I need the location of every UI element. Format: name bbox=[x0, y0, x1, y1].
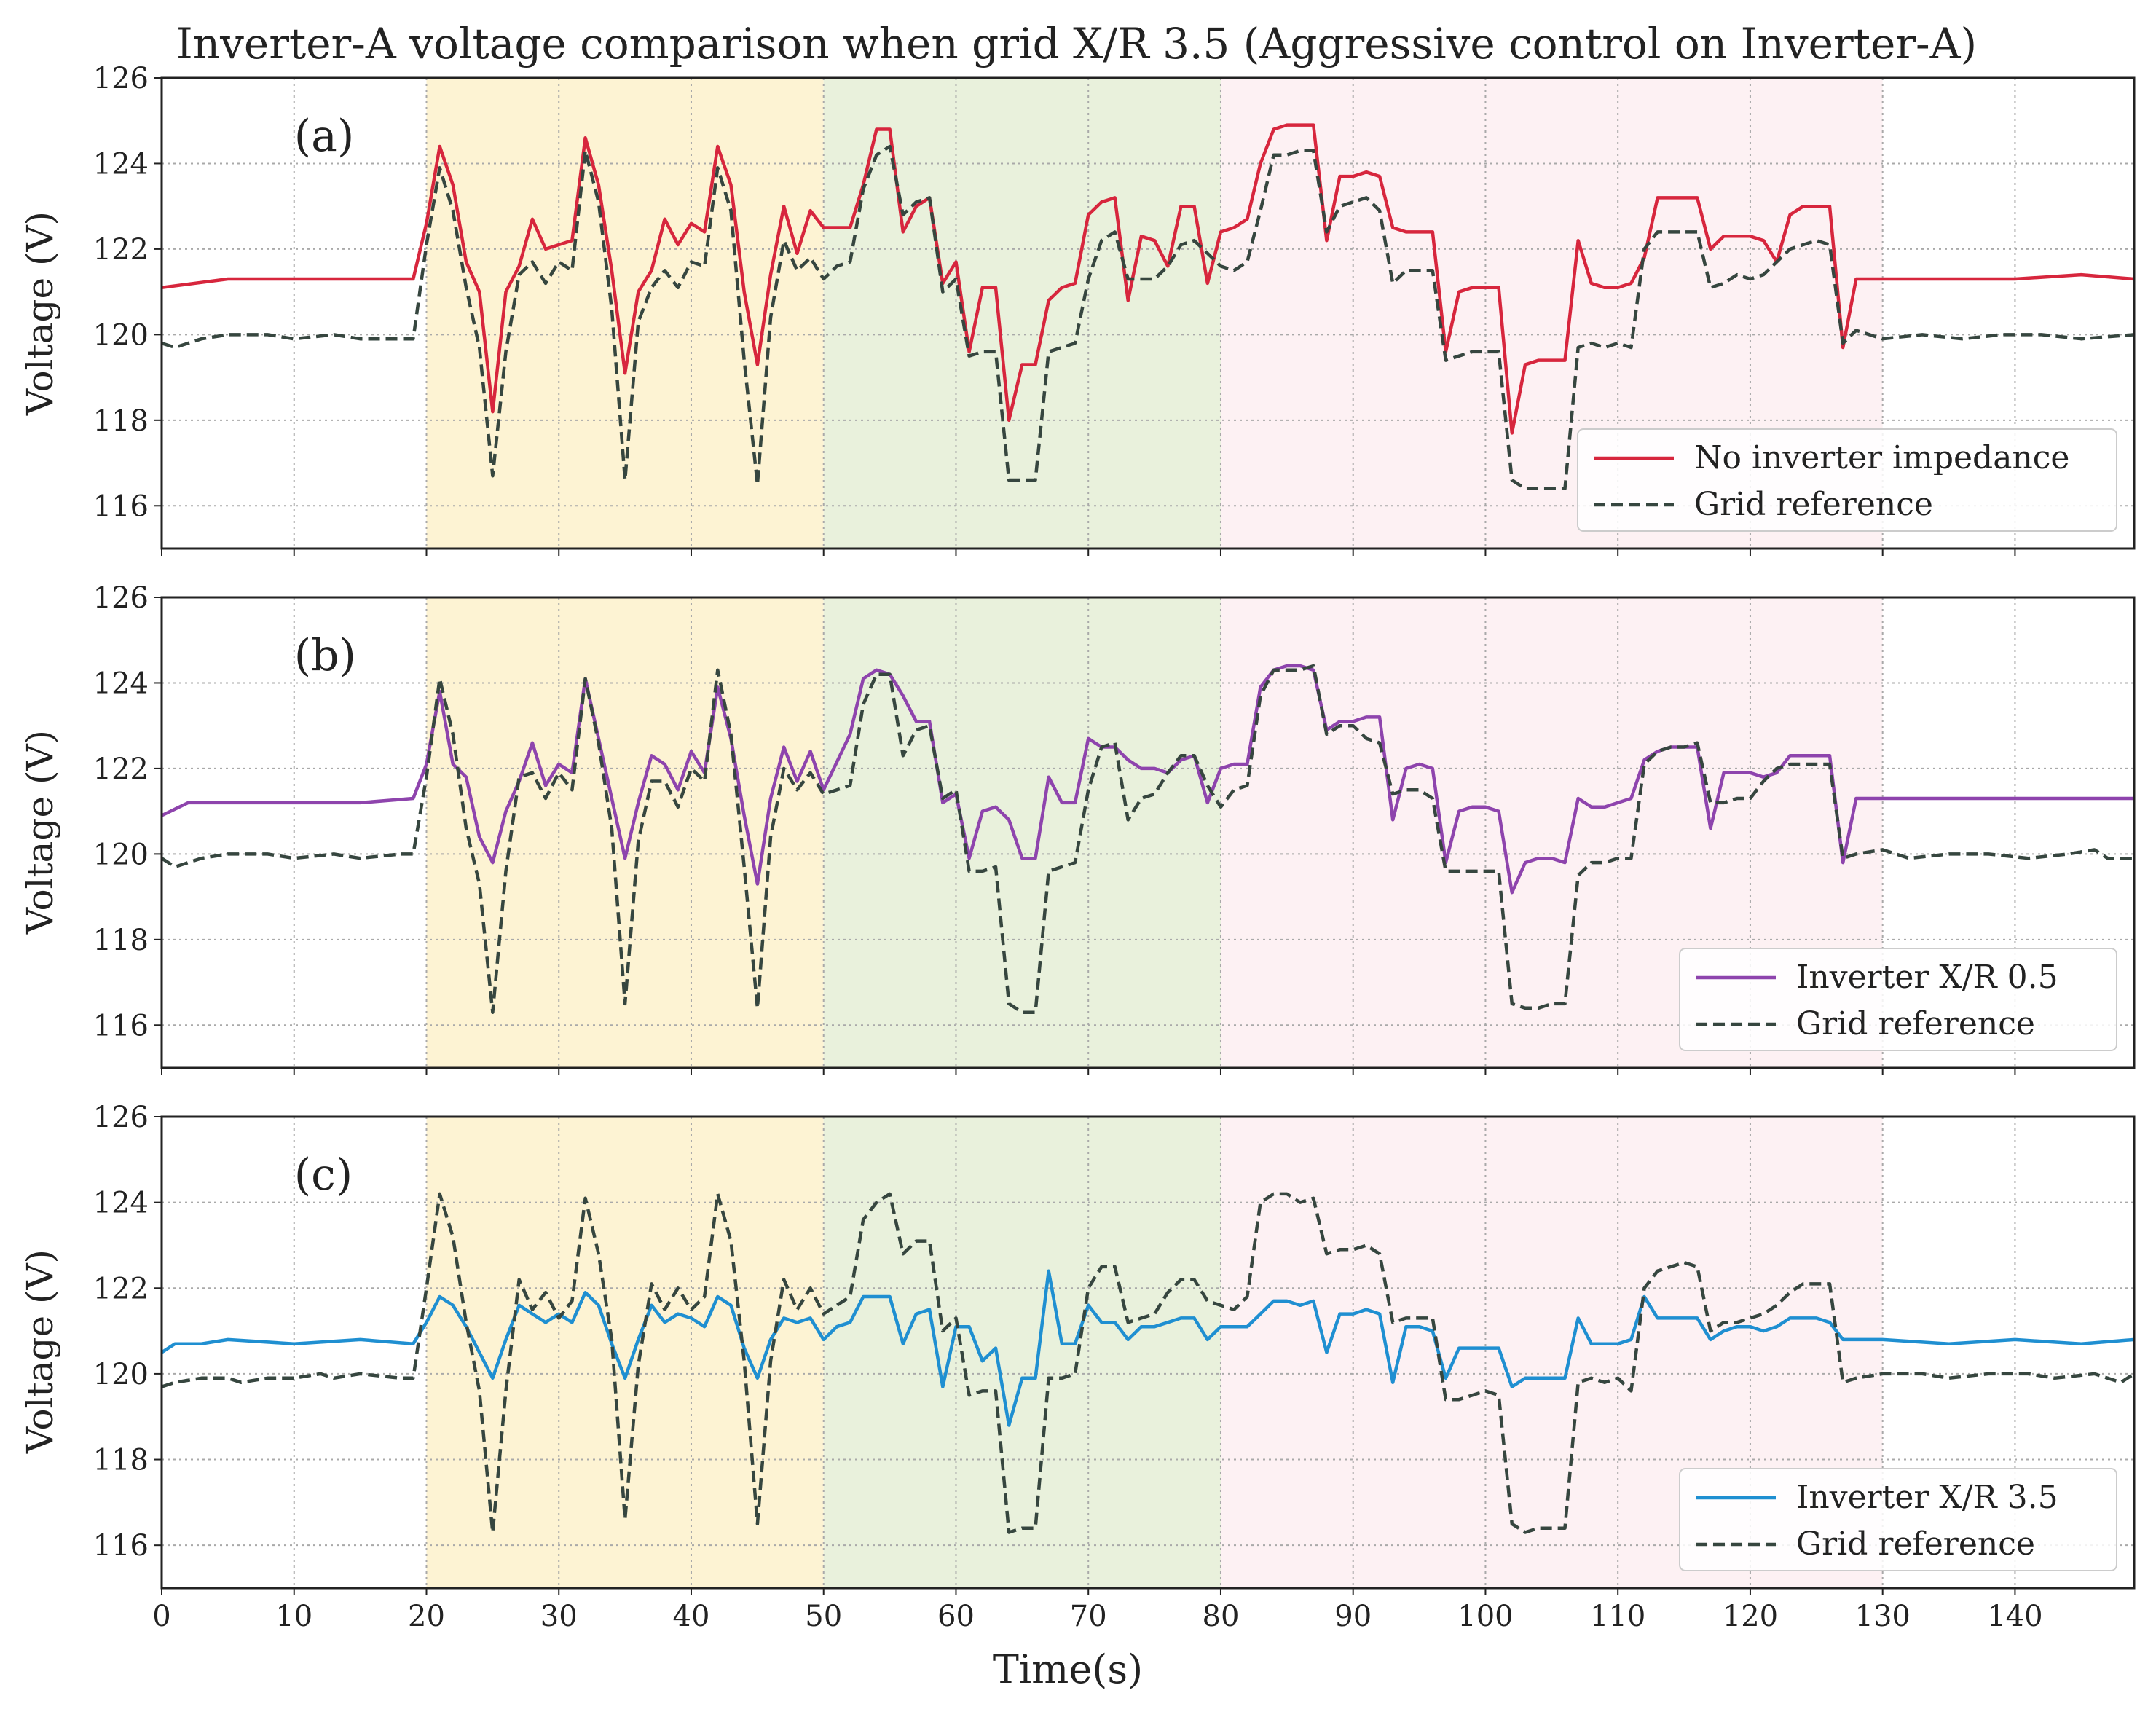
legend-entry: Inverter X/R 0.5 bbox=[1796, 959, 2058, 996]
legend-entry: No inverter impedance bbox=[1694, 439, 2069, 476]
y-tick-label: 116 bbox=[93, 490, 149, 523]
y-tick-label: 118 bbox=[93, 404, 149, 438]
legend-box bbox=[1679, 1468, 2117, 1571]
legend-entry: Grid reference bbox=[1694, 486, 1933, 523]
legend-entry: Inverter X/R 3.5 bbox=[1796, 1479, 2058, 1516]
y-tick-label: 118 bbox=[93, 924, 149, 957]
y-tick-label: 122 bbox=[93, 233, 149, 267]
plot-frame bbox=[160, 1115, 2136, 1590]
legend-box bbox=[1679, 948, 2117, 1051]
legend-entry: Grid reference bbox=[1796, 1525, 2035, 1563]
y-tick-label: 124 bbox=[93, 667, 149, 700]
series-group bbox=[162, 1192, 2134, 1534]
x-tick-label: 120 bbox=[1723, 1600, 1778, 1633]
panel-c: 116 118 120 122 124 126 0 10 20 30 40 50 60 70 80 90 100… bbox=[93, 1101, 2136, 1633]
shaded-region-2 bbox=[823, 597, 1221, 1068]
x-axis-label: Time(s) bbox=[993, 1646, 1143, 1692]
x-tick-label: 130 bbox=[1855, 1600, 1911, 1633]
y-axis-label-c: Voltage (V) bbox=[19, 1249, 61, 1454]
x-tick-label: 140 bbox=[1987, 1600, 2042, 1633]
legend-entry: Grid reference bbox=[1796, 1005, 2035, 1042]
y-tick-label: 124 bbox=[93, 147, 149, 181]
y-axis-labels: Voltage (V) Voltage (V) Voltage (V) bbox=[19, 211, 61, 1454]
y-tick-label: 120 bbox=[93, 838, 149, 871]
y-tick-label: 120 bbox=[93, 318, 149, 352]
plot-frame bbox=[160, 76, 2136, 550]
x-tick-label: 0 bbox=[152, 1600, 170, 1633]
panel-label: (c) bbox=[294, 1150, 353, 1201]
series-group bbox=[162, 664, 2134, 1014]
y-tick-label: 126 bbox=[93, 62, 149, 95]
y-tick-label: 124 bbox=[93, 1187, 149, 1220]
chart-title: Inverter-A voltage comparison when grid … bbox=[176, 19, 1977, 68]
y-axis-label-b: Voltage (V) bbox=[19, 730, 61, 935]
series-line-grid-reference bbox=[162, 664, 2134, 1014]
x-tick-label: 50 bbox=[805, 1600, 842, 1633]
panel-label: (b) bbox=[294, 630, 356, 681]
x-tick-label: 80 bbox=[1203, 1600, 1240, 1633]
shaded-region-2 bbox=[823, 1117, 1221, 1588]
y-tick-label: 122 bbox=[93, 753, 149, 786]
x-tick-label: 70 bbox=[1070, 1600, 1107, 1633]
x-tick-label: 110 bbox=[1590, 1600, 1645, 1633]
y-tick-label: 120 bbox=[93, 1358, 149, 1391]
x-tick-label: 90 bbox=[1334, 1600, 1372, 1633]
x-tick-label: 40 bbox=[673, 1600, 710, 1633]
series-line-grid-reference bbox=[162, 1192, 2134, 1534]
legend-box bbox=[1577, 428, 2117, 532]
x-tick-label: 30 bbox=[540, 1600, 578, 1633]
series-group bbox=[162, 123, 2134, 491]
y-tick-label: 116 bbox=[93, 1009, 149, 1042]
y-axis-label-a: Voltage (V) bbox=[19, 211, 61, 416]
y-tick-label: 116 bbox=[93, 1529, 149, 1563]
x-tick-label: 20 bbox=[408, 1600, 445, 1633]
x-tick-label: 100 bbox=[1457, 1600, 1513, 1633]
shaded-region-2 bbox=[823, 78, 1221, 549]
panel-a: 116 118 120 122 124 126 (a) No inverter impedan… bbox=[93, 62, 2136, 556]
panel-label: (a) bbox=[294, 111, 355, 162]
plot-frame bbox=[160, 596, 2136, 1069]
y-tick-label: 126 bbox=[93, 581, 149, 615]
y-tick-label: 118 bbox=[93, 1444, 149, 1477]
x-tick-label: 10 bbox=[275, 1600, 312, 1633]
panel-b: 116 118 120 122 124 126 (b) Inverter X/R 0.5 Gri… bbox=[93, 581, 2136, 1075]
y-tick-label: 122 bbox=[93, 1272, 149, 1305]
series-line-grid-reference bbox=[162, 144, 2134, 491]
x-tick-label: 60 bbox=[937, 1600, 975, 1633]
series-line-inverter bbox=[162, 1269, 2134, 1427]
series-line-inverter bbox=[162, 123, 2134, 435]
y-tick-label: 126 bbox=[93, 1101, 149, 1134]
